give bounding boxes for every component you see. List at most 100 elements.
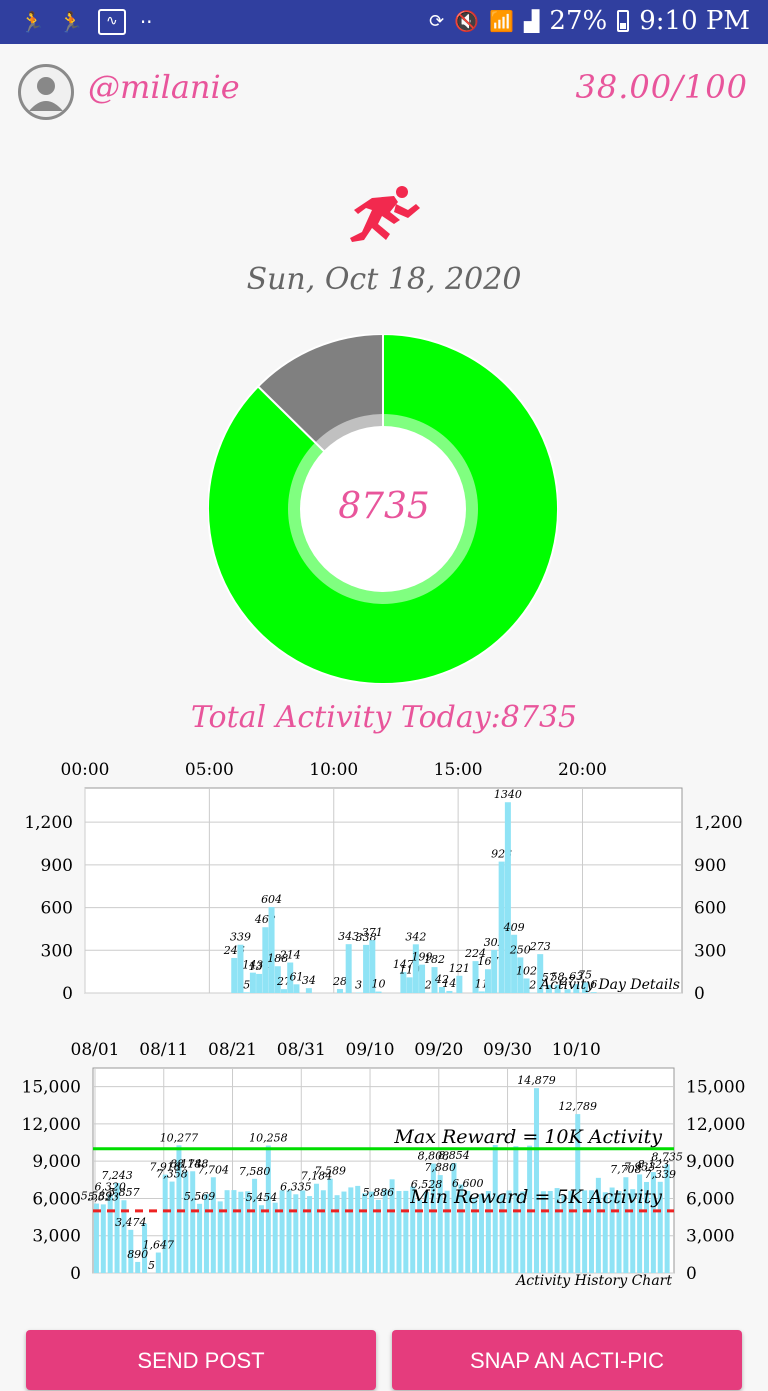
day-bar bbox=[456, 976, 462, 993]
mute-icon: 🔇 bbox=[454, 9, 479, 33]
history-bar bbox=[348, 1187, 353, 1273]
history-bar-label: 10,258 bbox=[249, 1132, 288, 1145]
signal-icon: ▟ bbox=[524, 9, 539, 33]
history-bar bbox=[190, 1171, 195, 1273]
history-bar bbox=[108, 1194, 113, 1273]
history-bar bbox=[534, 1088, 539, 1273]
history-bar-label: 7,339 bbox=[644, 1168, 676, 1181]
history-bar-label: 7,880 bbox=[424, 1161, 456, 1174]
total-activity-label: Total Activity Today:8735 bbox=[0, 700, 768, 735]
avatar[interactable] bbox=[18, 64, 74, 120]
history-bar bbox=[362, 1193, 367, 1273]
history-bar-label: 5,569 bbox=[184, 1190, 216, 1203]
day-bar bbox=[250, 973, 256, 993]
x-tick-label: 00:00 bbox=[61, 760, 110, 780]
day-bar bbox=[231, 958, 237, 993]
day-bar-label: 371 bbox=[362, 926, 383, 939]
history-bar-label: 12,789 bbox=[558, 1100, 597, 1113]
day-bar-label: 28 bbox=[332, 975, 347, 988]
history-bar bbox=[314, 1184, 319, 1273]
y-tick-left: 0 bbox=[70, 1264, 81, 1284]
y-tick-left: 300 bbox=[41, 941, 73, 961]
x-tick-label: 20:00 bbox=[558, 760, 607, 780]
y-tick-left: 1,200 bbox=[24, 813, 73, 833]
history-bar bbox=[259, 1205, 264, 1273]
history-bar-label: 7,580 bbox=[239, 1165, 271, 1178]
y-tick-left: 9,000 bbox=[32, 1152, 81, 1172]
day-bar-label: 214 bbox=[279, 949, 301, 962]
day-bar bbox=[281, 989, 287, 993]
y-tick-right: 9,000 bbox=[686, 1152, 735, 1172]
activity-date: Sun, Oct 18, 2020 bbox=[0, 262, 768, 297]
status-time: 9:10 PM bbox=[639, 6, 750, 36]
y-tick-right: 15,000 bbox=[686, 1078, 745, 1098]
history-bar-label: 8,735 bbox=[651, 1150, 683, 1163]
battery-icon bbox=[617, 10, 629, 32]
history-bar-label: 7,704 bbox=[198, 1163, 230, 1176]
send-post-button[interactable]: SEND POST bbox=[26, 1330, 376, 1390]
x-tick-label: 08/11 bbox=[139, 1040, 188, 1060]
sync-icon: ⟳ bbox=[429, 11, 444, 32]
history-bar bbox=[335, 1195, 340, 1273]
history-bar-label: 5,857 bbox=[108, 1186, 140, 1199]
day-bar-label: 604 bbox=[261, 893, 282, 906]
history-bar bbox=[280, 1190, 285, 1273]
snap-acti-pic-button[interactable]: SNAP AN ACTI-PIC bbox=[392, 1330, 742, 1390]
history-bar-label: 5,454 bbox=[246, 1191, 278, 1204]
donut-center-value: 8735 bbox=[0, 486, 768, 527]
history-bar bbox=[383, 1190, 388, 1273]
history-bar-label: 7,589 bbox=[314, 1165, 346, 1178]
day-bar-label: 182 bbox=[424, 953, 445, 966]
x-tick-label: 09/10 bbox=[346, 1040, 395, 1060]
history-bar bbox=[170, 1182, 175, 1273]
y-tick-left: 600 bbox=[41, 899, 73, 919]
day-bar-label: 14 bbox=[442, 977, 456, 990]
day-bar bbox=[293, 984, 299, 993]
day-bar bbox=[346, 944, 352, 993]
y-tick-left: 12,000 bbox=[22, 1115, 81, 1135]
day-bar bbox=[376, 992, 382, 993]
y-tick-left: 900 bbox=[41, 856, 73, 876]
history-bar bbox=[197, 1204, 202, 1273]
x-tick-label: 10:00 bbox=[309, 760, 358, 780]
y-tick-right: 6,000 bbox=[686, 1189, 735, 1209]
battery-percent: 27% bbox=[549, 6, 607, 36]
history-bar bbox=[225, 1190, 230, 1273]
history-bar-label: 10,277 bbox=[160, 1131, 199, 1144]
history-bar bbox=[273, 1203, 278, 1273]
history-bar bbox=[135, 1262, 140, 1273]
history-bar bbox=[493, 1145, 498, 1273]
history-bar bbox=[396, 1191, 401, 1273]
history-bar bbox=[231, 1190, 236, 1273]
day-bar bbox=[337, 989, 343, 993]
history-bar bbox=[101, 1204, 106, 1273]
history-bar bbox=[355, 1186, 360, 1273]
running-man-icon bbox=[346, 184, 422, 248]
day-bar bbox=[269, 907, 275, 993]
y-tick-right: 12,000 bbox=[686, 1115, 745, 1135]
history-bar bbox=[307, 1196, 312, 1273]
day-bar bbox=[446, 991, 452, 993]
day-bar-label: 10 bbox=[372, 978, 386, 991]
x-tick-label: 05:00 bbox=[185, 760, 234, 780]
history-bar-label: 14,879 bbox=[517, 1074, 556, 1087]
min-reward-label: Min Reward = 5K Activity bbox=[409, 1186, 662, 1208]
runner-notification-icon: 🏃 bbox=[20, 8, 45, 36]
user-avatar-icon bbox=[21, 67, 71, 117]
y-tick-right: 0 bbox=[694, 984, 705, 1004]
history-bar bbox=[293, 1194, 298, 1273]
y-tick-right: 300 bbox=[694, 941, 726, 961]
day-bar bbox=[244, 992, 250, 993]
day-bar bbox=[363, 945, 369, 993]
x-tick-label: 10/10 bbox=[552, 1040, 601, 1060]
history-bar-label: 8,854 bbox=[438, 1149, 470, 1162]
runner-notification-icon-2: 🏃 bbox=[59, 8, 84, 36]
profile-header: @milanie 38.00/100 bbox=[0, 44, 768, 144]
chart-frame bbox=[85, 788, 682, 993]
x-tick-label: 08/31 bbox=[277, 1040, 326, 1060]
y-tick-left: 15,000 bbox=[22, 1078, 81, 1098]
day-bar-label: 121 bbox=[449, 962, 470, 975]
x-tick-label: 08/21 bbox=[208, 1040, 257, 1060]
